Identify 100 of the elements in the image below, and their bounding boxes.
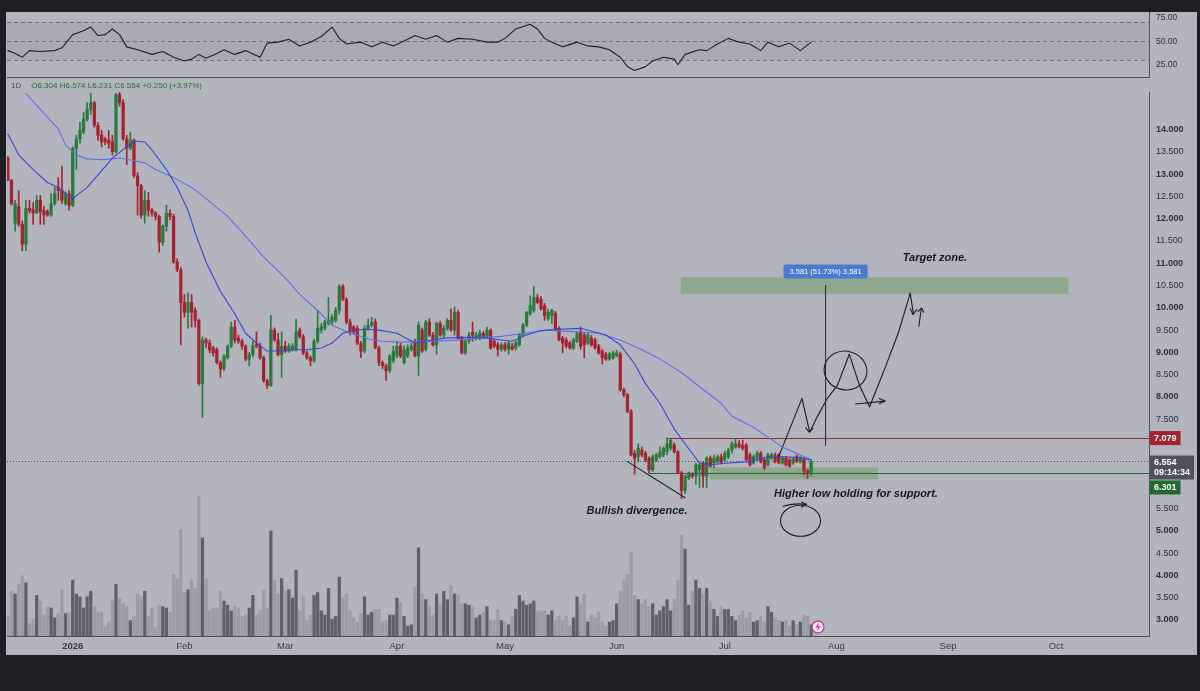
bar [128, 620, 132, 636]
bar [92, 606, 96, 636]
bar [517, 595, 522, 636]
bar [427, 606, 431, 636]
bar [359, 613, 363, 636]
bar [733, 620, 738, 636]
x-tick-label: Jul [718, 640, 731, 652]
bar [442, 590, 446, 636]
bar [125, 606, 129, 636]
bar [362, 596, 367, 636]
bar [651, 603, 655, 636]
bar [161, 606, 165, 636]
bar [294, 569, 298, 636]
y-tick-label: 4.500 [1156, 547, 1179, 558]
x-tick-label: May [496, 640, 515, 652]
bar [413, 586, 417, 636]
bar [658, 610, 662, 636]
bar [766, 606, 770, 636]
bar [737, 614, 741, 636]
bar [78, 596, 82, 636]
bar [723, 609, 727, 636]
bar [438, 603, 442, 636]
bar [114, 583, 118, 636]
bar [589, 614, 594, 636]
bar [712, 609, 716, 636]
y-tick-label: 5.500 [1156, 502, 1179, 513]
bar [802, 614, 806, 636]
bar [272, 579, 277, 636]
bar [344, 593, 349, 636]
bar [254, 614, 259, 636]
bar [251, 595, 255, 636]
y-tick-label: 9.000 [1156, 346, 1179, 357]
bar [773, 617, 777, 636]
bar [726, 609, 730, 636]
bar [452, 593, 457, 636]
bar [604, 625, 608, 636]
y-tick-label: 4.000 [1156, 569, 1179, 580]
bar [524, 604, 529, 636]
bar [67, 611, 71, 636]
bar [171, 574, 176, 636]
bar [326, 588, 331, 636]
bar [135, 593, 140, 636]
bar [640, 603, 644, 636]
bar [244, 614, 248, 636]
bar [683, 548, 687, 636]
bar [424, 599, 428, 636]
x-tick-label: 2026 [62, 640, 84, 652]
bar [38, 600, 42, 636]
bar [9, 590, 14, 636]
y-tick-label: 8.500 [1156, 369, 1179, 380]
bar [755, 620, 759, 636]
bar [164, 607, 169, 636]
bar [496, 609, 500, 636]
bar [31, 618, 35, 636]
bar [283, 590, 287, 636]
chart-subtitle: O6.304 H6.574 L6.231 C6.554 +0.250 (+3.97%) [31, 80, 203, 90]
bar [506, 624, 511, 636]
bar [337, 576, 341, 636]
y-tick-label: 9.500 [1156, 324, 1179, 335]
y-tick-label: 13.000 [1156, 168, 1184, 179]
y-tick-label: 50.00 [1156, 35, 1178, 46]
bar [341, 597, 345, 636]
bar [470, 606, 475, 636]
bar [690, 590, 694, 636]
bar [456, 595, 460, 636]
bar [395, 597, 399, 636]
bar [694, 579, 698, 636]
x-tick-label: Feb [176, 640, 193, 652]
bar [402, 616, 406, 636]
y-tick-label: 3.000 [1156, 614, 1179, 625]
bar [719, 606, 723, 636]
bar [528, 603, 532, 636]
y-tick-label: 10.000 [1156, 302, 1184, 313]
y-tick-label: 3.500 [1156, 592, 1179, 603]
bar [485, 606, 489, 636]
y-tick-label: 11.500 [1156, 235, 1183, 246]
candlestick [107, 130, 111, 149]
bar [535, 610, 540, 636]
y-tick-label: 11.000 [1156, 257, 1184, 268]
bar [186, 589, 190, 636]
bar [550, 610, 554, 636]
x-tick-label: Aug [827, 640, 845, 652]
bar [474, 617, 478, 636]
bar [665, 599, 669, 636]
bar [499, 620, 504, 636]
bar [27, 623, 32, 636]
bar [20, 575, 24, 636]
bar [139, 596, 143, 636]
bar [197, 496, 201, 636]
bar [60, 589, 64, 636]
bar [89, 590, 93, 636]
bar [280, 578, 284, 636]
bar [510, 616, 514, 636]
bar [236, 607, 241, 636]
bar [708, 600, 712, 636]
ref-line-label: 6.554 09:14:34 [1154, 456, 1191, 477]
bar [679, 534, 684, 636]
bar [759, 616, 763, 636]
bar [467, 604, 471, 636]
bar [99, 611, 104, 636]
